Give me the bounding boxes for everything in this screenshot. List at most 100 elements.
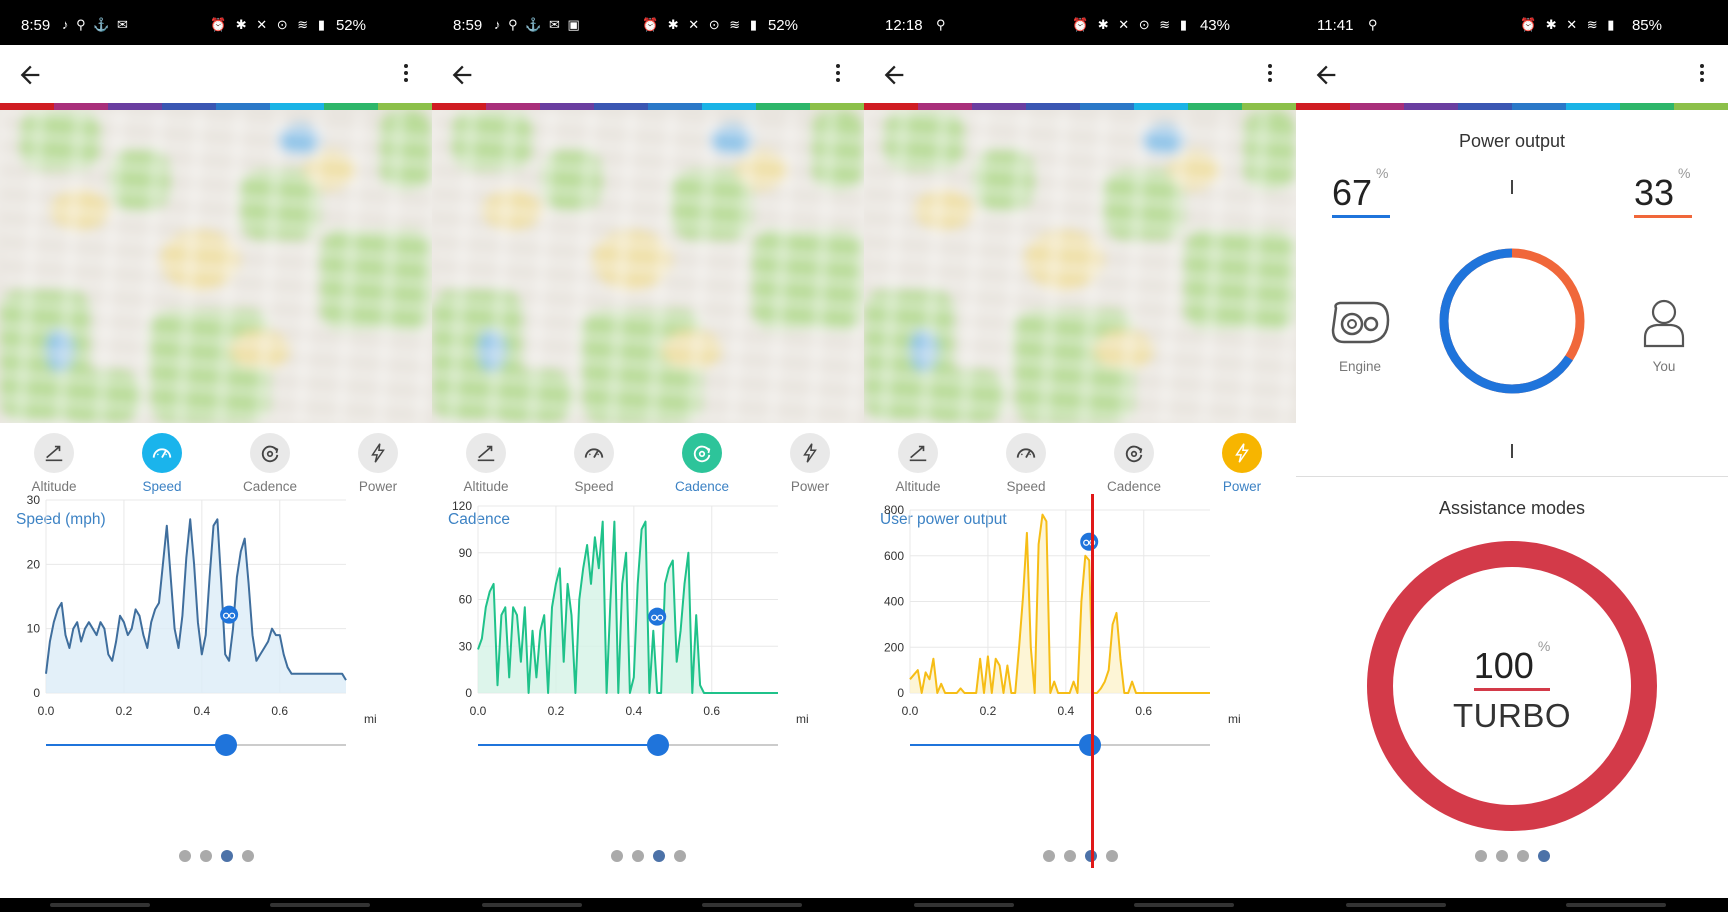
tab-power[interactable]: Power (1188, 433, 1296, 494)
app-bar (432, 45, 864, 103)
page-indicator (432, 850, 864, 862)
more-options-icon[interactable] (396, 61, 416, 89)
tab-altitude[interactable]: Altitude (864, 433, 972, 494)
battery-level: 52% (767, 17, 798, 34)
stripe-segment (702, 103, 756, 110)
back-arrow-icon[interactable] (448, 61, 476, 89)
tab-altitude[interactable]: Altitude (432, 433, 540, 494)
y-tick-label: 0 (897, 686, 904, 700)
tab-speed[interactable]: Speed (540, 433, 648, 494)
stripe-segment (1350, 103, 1404, 110)
slider-thumb[interactable] (647, 734, 669, 756)
x-tick-label: 0.6 (703, 704, 720, 718)
stripe-segment (378, 103, 432, 110)
stripe-segment (648, 103, 702, 110)
stripe-segment (1674, 103, 1728, 110)
cadence-icon (682, 433, 722, 473)
status-bar: 8:59 ♪ ⚲ ⚓ ✉ ▣ ⏰ ✱ ✕ ⊙ ≋ ▮ 52% (432, 0, 864, 45)
tab-cadence[interactable]: Cadence (216, 433, 324, 494)
position-cursor-line (1091, 494, 1094, 868)
cadence-chart[interactable]: 0 30 60 90 120 0.0 0.2 0.4 0.6 mi (432, 499, 864, 810)
system-status-icons: ⏰ ✱ ✕ ≋ ▮ (1520, 17, 1618, 32)
stripe-segment (0, 103, 54, 110)
altitude-icon (34, 433, 74, 473)
more-options-icon[interactable] (828, 61, 848, 89)
cadence-icon (250, 433, 290, 473)
stripe-segment (864, 103, 918, 110)
slider-thumb[interactable] (215, 734, 237, 756)
page-indicator (864, 850, 1296, 862)
battery-level: 52% (335, 17, 366, 34)
back-arrow-icon[interactable] (1312, 61, 1340, 89)
more-options-icon[interactable] (1260, 61, 1280, 89)
x-tick-label: 0.4 (1058, 704, 1075, 718)
speed-screen: 8:59 ♪ ⚲ ⚓ ✉ ⏰ ✱ ✕ ⊙ ≋ ▮ 52% Altitude Spe… (0, 0, 432, 912)
stripe-segment (972, 103, 1026, 110)
nav-bar (0, 898, 432, 912)
page-indicator (0, 850, 432, 862)
color-stripe (1296, 103, 1728, 110)
app-bar (0, 45, 432, 103)
y-tick-label: 30 (27, 493, 41, 507)
tab-cadence-label: Cadence (1106, 479, 1162, 494)
tab-altitude[interactable]: Altitude (0, 433, 108, 494)
stripe-segment (162, 103, 216, 110)
lightning-icon (358, 433, 398, 473)
bike-marker-icon (648, 607, 667, 626)
app-bar (1296, 45, 1728, 103)
y-tick-label: 800 (884, 503, 904, 517)
more-options-icon[interactable] (1692, 61, 1712, 89)
stripe-segment (324, 103, 378, 110)
x-unit-label: mi (364, 712, 377, 726)
stripe-segment (918, 103, 972, 110)
speedometer-icon (142, 433, 182, 473)
tab-speed[interactable]: Speed (108, 433, 216, 494)
y-tick-label: 20 (27, 557, 41, 571)
tab-cadence[interactable]: Cadence (648, 433, 756, 494)
stripe-segment (1296, 103, 1350, 110)
power-screen: 12:18 ⚲ ⏰ ✱ ✕ ⊙ ≋ ▮ 43% Altitude Speed Cad… (864, 0, 1296, 912)
back-arrow-icon[interactable] (16, 61, 44, 89)
summary-screen: 11:41 ⚲ ⏰ ✱ ✕ ≋ ▮ 85% Power output 67% 3… (1296, 0, 1728, 912)
series-line (477, 520, 778, 694)
tab-speed[interactable]: Speed (972, 433, 1080, 494)
y-tick-label: 600 (884, 549, 904, 563)
page-dot (1063, 850, 1076, 862)
tab-power[interactable]: Power (324, 433, 432, 494)
y-tick-label: 60 (459, 593, 473, 607)
tab-power[interactable]: Power (756, 433, 864, 494)
turbo-ring (1367, 541, 1657, 831)
y-tick-label: 90 (459, 546, 473, 560)
battery-level: 43% (1199, 17, 1230, 34)
status-bar: 11:41 ⚲ ⏰ ✱ ✕ ≋ ▮ 85% (1296, 0, 1728, 45)
speedometer-icon (574, 433, 614, 473)
page-dot (631, 850, 644, 862)
stripe-segment (1080, 103, 1134, 110)
lightning-icon (1222, 433, 1262, 473)
map-view[interactable] (864, 110, 1296, 423)
system-status-icons: ⏰ ✱ ✕ ⊙ ≋ ▮ (1072, 17, 1190, 32)
slider-thumb[interactable] (1079, 734, 1101, 756)
tab-power-label: Power (1222, 479, 1262, 494)
page-dot (1495, 850, 1508, 862)
speed-chart[interactable]: 0 10 20 30 0.0 0.2 0.4 0.6 mi (0, 493, 432, 810)
series-line (909, 513, 1210, 694)
nav-bar (432, 898, 864, 912)
back-arrow-icon[interactable] (880, 61, 908, 89)
x-tick-label: 0.6 (1135, 704, 1152, 718)
status-time: 11:41 (1317, 17, 1354, 34)
metric-tabs: Altitude Speed Cadence Power (432, 433, 864, 494)
bottom-tick (1511, 444, 1513, 458)
page-dot (178, 850, 191, 862)
engine-underline (1332, 215, 1390, 218)
lightning-icon (790, 433, 830, 473)
altitude-icon (898, 433, 938, 473)
stripe-segment (540, 103, 594, 110)
map-view[interactable] (432, 110, 864, 423)
power-chart[interactable]: 0 200 400 600 800 0.0 0.2 0.4 0.6 mi (864, 503, 1296, 810)
tab-power-label: Power (358, 479, 398, 494)
metric-tabs: Altitude Speed Cadence Power (0, 433, 432, 494)
map-view[interactable] (0, 110, 432, 423)
tab-cadence[interactable]: Cadence (1080, 433, 1188, 494)
page-dot (1474, 850, 1487, 862)
